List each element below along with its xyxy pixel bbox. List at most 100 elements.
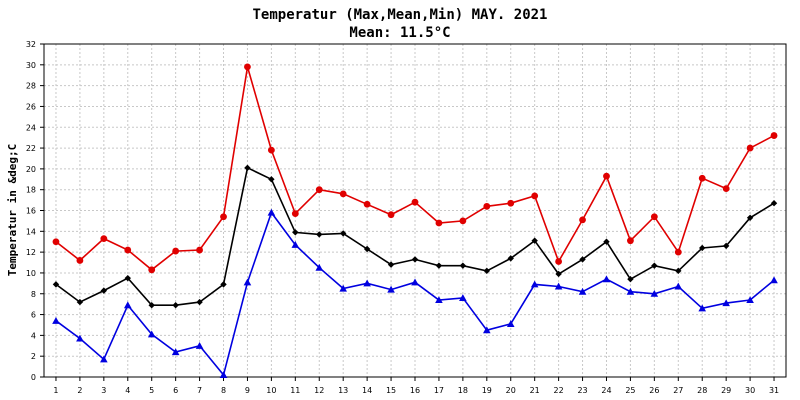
data-point bbox=[268, 176, 275, 183]
x-tick-label: 10 bbox=[266, 386, 276, 395]
data-point bbox=[124, 274, 131, 282]
data-point bbox=[507, 199, 515, 207]
data-point bbox=[172, 247, 180, 255]
data-point bbox=[339, 230, 347, 237]
data-point bbox=[172, 301, 179, 309]
data-point bbox=[627, 237, 634, 245]
data-point bbox=[220, 281, 227, 288]
data-point bbox=[387, 211, 395, 219]
x-tick-label: 13 bbox=[338, 386, 348, 395]
data-point bbox=[602, 275, 611, 283]
x-tick-label: 21 bbox=[530, 386, 540, 395]
data-point bbox=[244, 164, 251, 172]
data-point bbox=[387, 261, 395, 268]
y-tick-label: 6 bbox=[31, 311, 36, 320]
data-point bbox=[435, 262, 443, 269]
data-point bbox=[698, 174, 706, 182]
x-tick-label: 7 bbox=[197, 386, 202, 395]
y-tick-label: 12 bbox=[26, 248, 36, 257]
data-point bbox=[506, 320, 515, 327]
y-tick-label: 22 bbox=[26, 144, 36, 153]
data-point bbox=[147, 330, 156, 338]
x-tick-label: 8 bbox=[221, 386, 226, 395]
data-point bbox=[530, 280, 539, 288]
data-point bbox=[244, 63, 251, 71]
data-point bbox=[76, 298, 84, 306]
y-tick-label: 14 bbox=[26, 227, 36, 236]
chart-subtitle: Mean: 11.5°C bbox=[349, 25, 450, 41]
data-point bbox=[219, 371, 228, 378]
data-point bbox=[603, 172, 610, 180]
x-tick-label: 14 bbox=[362, 386, 372, 395]
data-point bbox=[650, 213, 658, 221]
data-point bbox=[698, 304, 707, 312]
data-point bbox=[76, 257, 84, 264]
data-point bbox=[411, 256, 419, 263]
data-point bbox=[339, 190, 347, 198]
data-point bbox=[627, 275, 634, 283]
data-point bbox=[626, 287, 635, 295]
y-tick-label: 8 bbox=[31, 290, 36, 299]
data-point bbox=[52, 238, 60, 246]
data-point bbox=[124, 246, 132, 254]
x-tick-label: 20 bbox=[506, 386, 516, 395]
data-point bbox=[555, 258, 563, 265]
data-point bbox=[315, 263, 324, 271]
data-point bbox=[650, 289, 659, 297]
y-tick-label: 10 bbox=[26, 269, 36, 278]
data-point bbox=[770, 132, 778, 139]
data-point bbox=[483, 202, 491, 210]
y-tick-label: 18 bbox=[26, 186, 36, 195]
data-point bbox=[483, 267, 491, 275]
x-tick-label: 26 bbox=[649, 386, 659, 395]
data-point bbox=[674, 282, 683, 290]
y-tick-label: 24 bbox=[26, 123, 36, 132]
data-point bbox=[316, 231, 323, 238]
x-tick-label: 29 bbox=[721, 386, 731, 395]
data-point bbox=[100, 235, 108, 242]
data-point bbox=[555, 270, 562, 278]
data-point bbox=[243, 278, 252, 286]
data-point bbox=[746, 144, 754, 152]
data-point bbox=[291, 210, 299, 218]
x-tick-label: 27 bbox=[673, 386, 683, 395]
data-point bbox=[196, 246, 203, 254]
data-point bbox=[100, 287, 108, 294]
x-tick-label: 30 bbox=[745, 386, 755, 395]
data-point bbox=[459, 217, 467, 225]
data-point bbox=[267, 146, 275, 154]
x-tick-label: 18 bbox=[458, 386, 468, 395]
data-point bbox=[339, 284, 347, 292]
data-point bbox=[722, 185, 730, 193]
data-point bbox=[651, 262, 658, 269]
y-tick-label: 28 bbox=[26, 82, 36, 91]
data-point bbox=[554, 282, 563, 290]
plot-frame bbox=[43, 43, 787, 378]
data-point bbox=[435, 296, 443, 304]
data-point bbox=[411, 198, 419, 206]
data-point bbox=[148, 301, 155, 309]
data-point bbox=[722, 242, 730, 250]
x-tick-label: 23 bbox=[577, 386, 587, 395]
data-point bbox=[291, 241, 300, 248]
x-tick-label: 3 bbox=[101, 386, 106, 395]
data-point bbox=[746, 214, 754, 221]
chart-title: Temperatur (Max,Mean,Min) MAY. 2021 bbox=[252, 7, 547, 23]
y-tick-label: 0 bbox=[31, 373, 36, 382]
y-tick-label: 32 bbox=[26, 40, 36, 49]
data-point bbox=[315, 186, 323, 194]
data-point bbox=[435, 219, 443, 227]
y-tick-label: 2 bbox=[31, 352, 36, 361]
x-tick-label: 16 bbox=[410, 386, 420, 395]
data-point bbox=[459, 294, 467, 301]
x-tick-label: 15 bbox=[386, 386, 396, 395]
data-point bbox=[483, 326, 491, 334]
data-point bbox=[675, 267, 682, 275]
data-point bbox=[363, 200, 371, 208]
x-tick-label: 9 bbox=[245, 386, 250, 395]
data-point bbox=[363, 279, 371, 287]
x-tick-label: 2 bbox=[77, 386, 82, 395]
x-tick-labels: 1 2 3 4 5 6 7 8 9 10 11 12 13 14 15 16 17 18 19 20 21 22 23 24 2… bbox=[53, 386, 779, 395]
x-tick-label: 4 bbox=[125, 386, 130, 395]
